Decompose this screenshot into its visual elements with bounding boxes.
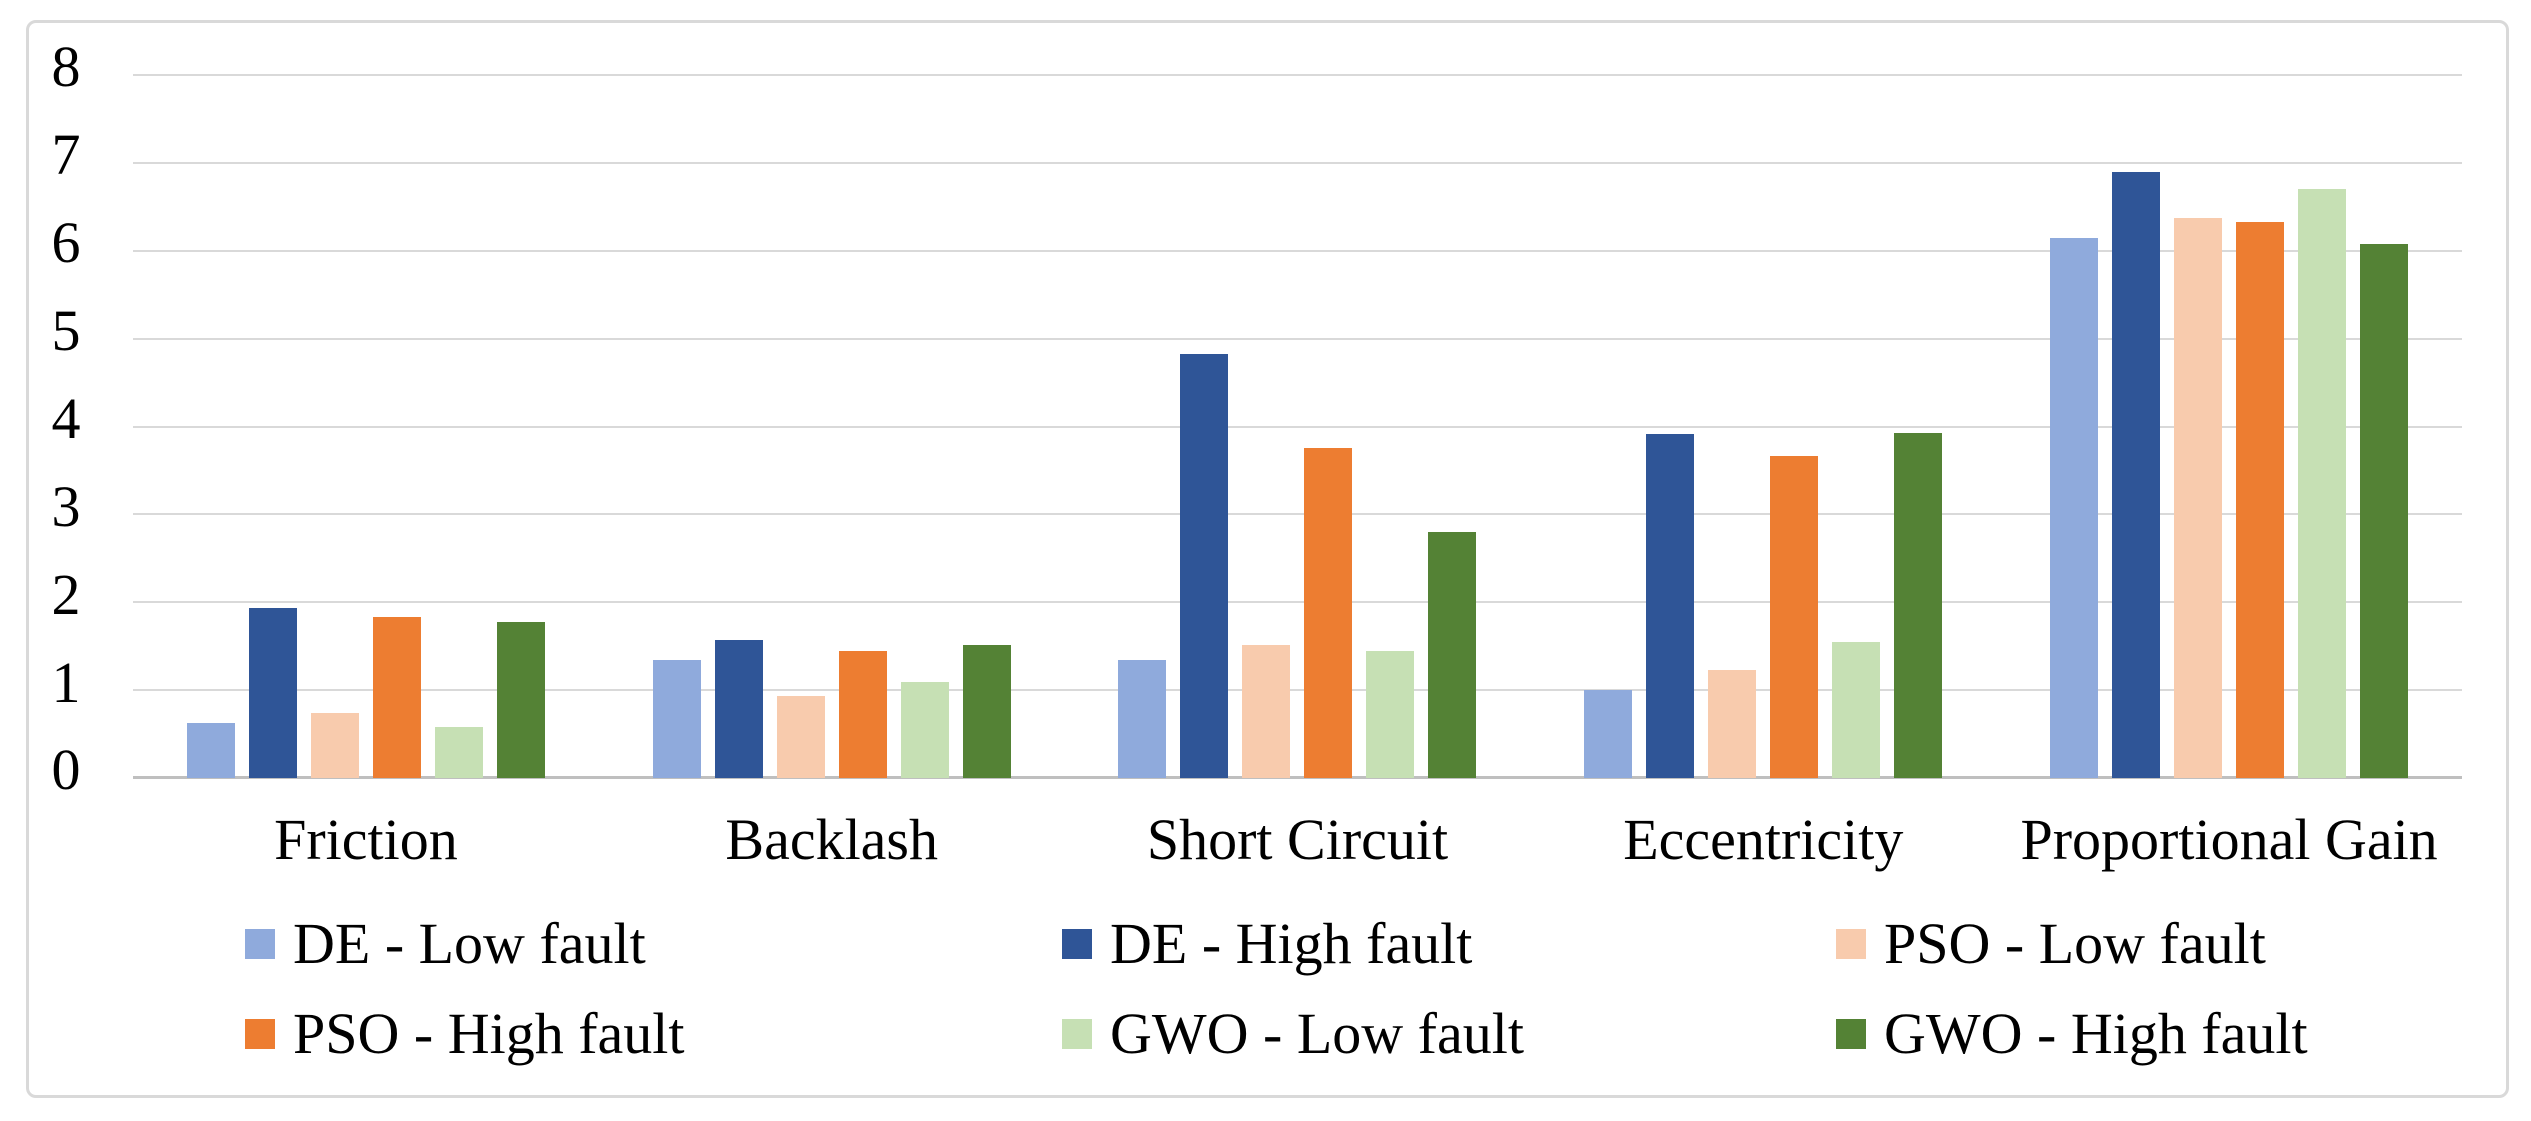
gridline <box>133 337 2462 340</box>
bar <box>2360 243 2409 778</box>
legend-swatch-icon <box>245 1019 275 1049</box>
legend-swatch-icon <box>245 929 275 959</box>
legend-swatch-icon <box>1062 929 1092 959</box>
bar <box>1366 651 1415 778</box>
gridline <box>133 425 2462 428</box>
category-label: Short Circuit <box>1146 807 1449 872</box>
bar <box>2112 171 2161 778</box>
bar <box>776 696 825 778</box>
gridline <box>133 74 2462 76</box>
bar <box>652 660 701 778</box>
y-tick-label: 3 <box>51 473 81 539</box>
legend-item: GWO - Low fault <box>1062 999 1524 1069</box>
bar <box>1180 354 1229 778</box>
gridline <box>133 513 2462 516</box>
y-tick-label: 2 <box>51 561 81 627</box>
legend-label: PSO - High fault <box>293 1001 685 1066</box>
legend-swatch-icon <box>1062 1019 1092 1049</box>
bar <box>186 722 235 778</box>
bar <box>1584 690 1633 778</box>
x-axis-line <box>133 776 2462 779</box>
category-label: Eccentricity <box>1623 807 1904 872</box>
category-label: Friction <box>274 807 458 872</box>
bar <box>1118 660 1167 778</box>
bar <box>714 640 763 778</box>
bar <box>962 645 1011 778</box>
gridline <box>133 249 2462 252</box>
bar <box>900 682 949 778</box>
legend-label: DE - Low fault <box>293 911 646 976</box>
bar <box>434 727 483 778</box>
legend-item: GWO - High fault <box>1836 999 2308 1069</box>
bar <box>2174 218 2223 778</box>
bar <box>2236 221 2285 778</box>
x-axis: Friction Backlash Short Circuit Eccentricit… <box>133 798 2462 882</box>
bar <box>1428 531 1477 778</box>
bar <box>1242 645 1291 778</box>
legend-item: PSO - Low fault <box>1836 909 2266 979</box>
legend-item: DE - High fault <box>1062 909 1472 979</box>
bar <box>372 617 421 778</box>
bar-group <box>1530 75 1996 778</box>
category-label: Proportional Gain <box>2020 807 2438 872</box>
legend-label: PSO - Low fault <box>1884 911 2266 976</box>
plot-area <box>133 74 2462 779</box>
y-tick-label: 0 <box>51 737 81 803</box>
bar <box>1304 447 1353 778</box>
legend-swatch-icon <box>1836 1019 1866 1049</box>
bar-group <box>1996 75 2462 778</box>
bar <box>2298 189 2347 778</box>
y-tick-label: 4 <box>51 385 81 451</box>
gridline <box>133 161 2462 164</box>
bar <box>1894 432 1943 778</box>
bar <box>1832 641 1881 778</box>
bar <box>1708 669 1757 778</box>
bar <box>1770 456 1819 778</box>
y-tick-label: 6 <box>51 210 81 276</box>
bar-series-area <box>133 75 2462 778</box>
bar-group <box>133 75 599 778</box>
bar-group <box>1065 75 1531 778</box>
bar <box>1646 433 1695 778</box>
bar-group <box>599 75 1065 778</box>
y-tick-label: 8 <box>51 34 81 100</box>
legend-item: DE - Low fault <box>245 909 646 979</box>
legend-label: DE - High fault <box>1110 911 1473 976</box>
legend-swatch-icon <box>1836 929 1866 959</box>
bar <box>310 712 359 778</box>
y-tick-label: 1 <box>51 649 81 715</box>
bar <box>2050 237 2099 778</box>
legend-label: GWO - Low fault <box>1110 1001 1524 1066</box>
legend-label: GWO - High fault <box>1884 1001 2308 1066</box>
bar <box>248 608 297 778</box>
legend-item: PSO - High fault <box>245 999 685 1069</box>
y-tick-label: 5 <box>51 298 81 364</box>
bar <box>838 651 887 778</box>
gridline <box>133 601 2462 604</box>
bar <box>496 622 545 778</box>
category-label: Backlash <box>725 807 938 872</box>
gridline <box>133 689 2462 692</box>
y-tick-label: 7 <box>51 122 81 188</box>
